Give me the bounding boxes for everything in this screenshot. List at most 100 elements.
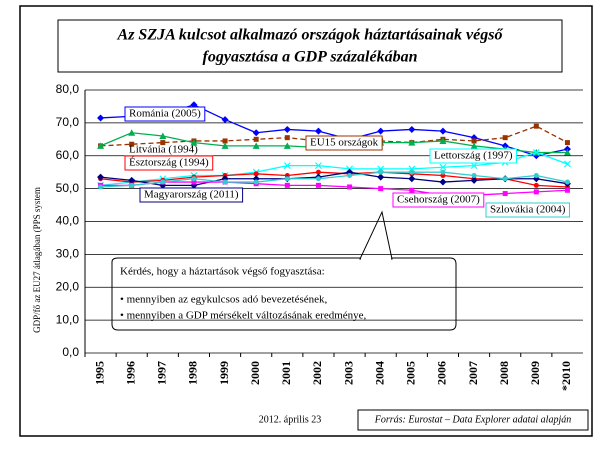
data-point: [470, 176, 478, 184]
data-point: [409, 169, 415, 175]
data-point: [347, 172, 353, 178]
x-tick-label: 2000: [248, 361, 262, 385]
data-point: [315, 169, 321, 175]
y-axis-label: GDP/fő az EU27 átlagában (PPS system: [32, 187, 42, 333]
callout-text: Kérdés, hogy a háztartások végső fogyasz…: [120, 266, 325, 278]
callout-text: • mennyiben a GDP mérsékelt változásának…: [120, 310, 367, 322]
data-point: [222, 138, 228, 144]
data-point: [253, 171, 259, 177]
y-tick-label: 30,0: [56, 247, 80, 261]
x-tick-label: 1998: [186, 361, 200, 385]
data-point: [253, 179, 259, 185]
data-point: [129, 182, 135, 188]
x-tick-label: 2004: [372, 361, 386, 385]
data-point: [221, 116, 229, 124]
series-line: [100, 171, 568, 188]
data-point: [408, 125, 416, 133]
callout-box: [111, 257, 457, 331]
data-point: [533, 172, 539, 178]
y-tick-label: 10,0: [56, 312, 80, 326]
x-tick-label: 2005: [404, 361, 418, 385]
series-label: EU15 országok: [310, 137, 379, 149]
data-point: [159, 132, 167, 140]
slide-frame: [19, 5, 593, 437]
series-label-box: [124, 155, 214, 171]
x-tick-label: 1997: [155, 361, 169, 385]
series-label: Észtország (1994): [129, 157, 209, 169]
data-point: [315, 176, 321, 182]
series-label: Románia (2005): [129, 108, 201, 120]
x-tick-label: 2009: [528, 361, 542, 385]
source-box: [357, 409, 589, 431]
data-point: [160, 140, 166, 146]
data-point: [378, 169, 384, 175]
data-point: [377, 127, 385, 135]
data-point: [190, 139, 198, 146]
data-point: [471, 138, 477, 144]
series-label: Csehország (2007): [397, 194, 480, 206]
y-tick-label: 80,0: [56, 82, 80, 96]
data-point: [439, 127, 447, 135]
y-tick-label: 60,0: [56, 148, 80, 162]
data-point: [315, 162, 322, 170]
data-point: [221, 142, 229, 149]
x-tick-label: 2002: [310, 361, 324, 385]
data-point: [532, 149, 540, 156]
data-point: [97, 173, 105, 181]
y-tick-label: 40,0: [56, 214, 80, 228]
data-point: [283, 125, 291, 133]
data-point: [409, 187, 415, 193]
data-point: [283, 142, 291, 149]
data-point: [222, 179, 228, 185]
data-point: [191, 176, 197, 182]
data-point: [564, 187, 570, 193]
data-point: [378, 186, 384, 192]
chart-title: fogyasztása a GDP százalékában: [203, 49, 418, 66]
data-point: [564, 179, 570, 185]
data-point: [160, 179, 166, 185]
data-point: [283, 162, 291, 170]
data-point: [252, 129, 260, 137]
data-point: [533, 189, 539, 195]
data-point: [440, 169, 446, 175]
data-point: [284, 182, 290, 188]
data-point: [470, 142, 478, 149]
series-label: Litvánia (1994): [129, 144, 198, 156]
data-point: [129, 141, 135, 147]
series-label-box: [305, 135, 383, 151]
data-point: [502, 176, 508, 182]
y-tick-label: 50,0: [56, 181, 80, 195]
data-point: [314, 127, 322, 135]
data-point: [408, 175, 416, 183]
x-tick-label: 1995: [92, 361, 106, 385]
source: Forrás: Eurostat – Data Explorer adatai …: [374, 414, 571, 425]
data-point: [98, 184, 104, 190]
x-tick-label: *2010: [559, 361, 573, 391]
series-line: [100, 171, 568, 188]
y-tick-label: 20,0: [56, 279, 80, 293]
x-tick-label: 1999: [217, 361, 231, 385]
data-point: [128, 129, 136, 136]
data-point: [439, 178, 447, 186]
y-tick-label: 70,0: [56, 115, 80, 129]
series-label-box: [124, 106, 206, 122]
series-line: [100, 171, 568, 186]
data-point: [564, 160, 571, 168]
data-point: [253, 136, 259, 142]
y-tick-label: 0,0: [62, 345, 79, 359]
data-point: [347, 184, 353, 190]
data-point: [563, 148, 571, 156]
series-label: Szlovákia (2004): [490, 204, 566, 216]
x-tick-label: 2006: [435, 361, 449, 385]
data-point: [191, 179, 197, 185]
data-point: [533, 182, 539, 188]
data-point: [97, 142, 105, 149]
data-point: [377, 173, 385, 181]
x-tick-label: 1996: [123, 361, 137, 385]
data-point: [502, 135, 508, 141]
data-point: [315, 182, 321, 188]
x-tick-label: 2003: [341, 361, 355, 385]
data-point: [284, 135, 290, 141]
